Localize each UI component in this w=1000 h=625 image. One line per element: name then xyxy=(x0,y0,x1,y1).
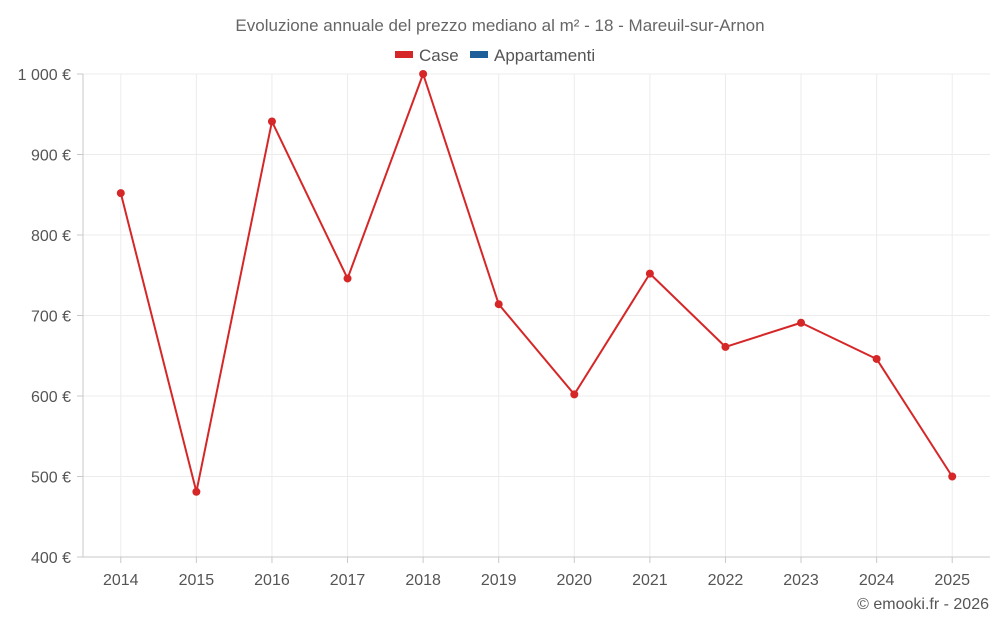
series-case xyxy=(116,70,957,496)
y-tick-label: 900 € xyxy=(31,148,71,165)
x-axis-ticks: 2014 2015 2016 2017 2018 2019 2020 2021 2022 2023… xyxy=(103,572,970,589)
chart-title: Evoluzione annuale del prezzo mediano al… xyxy=(235,16,764,35)
y-axis-ticks: 400 € 500 € 600 € 700 € 800 € 900 € 1 000 € xyxy=(18,67,71,567)
data-point xyxy=(645,269,654,278)
x-tick-label: 2017 xyxy=(330,572,366,589)
data-point xyxy=(570,390,579,399)
x-tick-label: 2021 xyxy=(632,572,668,589)
legend-swatch-appartamenti xyxy=(470,51,488,58)
data-point xyxy=(494,300,503,309)
x-tick-label: 2024 xyxy=(859,572,895,589)
legend-label-appartamenti[interactable]: Appartamenti xyxy=(494,46,595,65)
x-tick-label: 2025 xyxy=(934,572,970,589)
y-tick-label: 800 € xyxy=(31,228,71,245)
y-tick-label: 700 € xyxy=(31,309,71,326)
x-tick-label: 2020 xyxy=(556,572,592,589)
x-tick-label: 2022 xyxy=(708,572,744,589)
y-tick-label: 600 € xyxy=(31,389,71,406)
x-tick-label: 2018 xyxy=(405,572,441,589)
series-line-case xyxy=(119,73,954,493)
data-point xyxy=(948,472,957,481)
grid xyxy=(83,73,990,557)
data-point xyxy=(267,117,276,126)
data-point xyxy=(116,189,125,198)
legend-label-case[interactable]: Case xyxy=(419,46,459,65)
legend-swatch-case xyxy=(395,51,413,58)
data-point xyxy=(872,354,881,363)
y-tick-label: 400 € xyxy=(31,550,71,567)
data-point xyxy=(419,70,428,78)
x-tick-label: 2019 xyxy=(481,572,517,589)
credit-text: © emooki.fr - 2026 xyxy=(857,596,989,613)
x-tick-label: 2015 xyxy=(179,572,215,589)
data-point xyxy=(721,342,730,351)
data-point xyxy=(797,318,806,327)
legend: Case Appartamenti xyxy=(395,46,595,65)
y-tick-label: 1 000 € xyxy=(18,67,71,84)
x-tick-label: 2023 xyxy=(783,572,819,589)
y-tick-label: 500 € xyxy=(31,470,71,487)
data-point xyxy=(192,487,201,496)
x-tick-label: 2016 xyxy=(254,572,290,589)
x-tick-label: 2014 xyxy=(103,572,139,589)
axes xyxy=(77,73,990,563)
data-point xyxy=(343,274,352,283)
